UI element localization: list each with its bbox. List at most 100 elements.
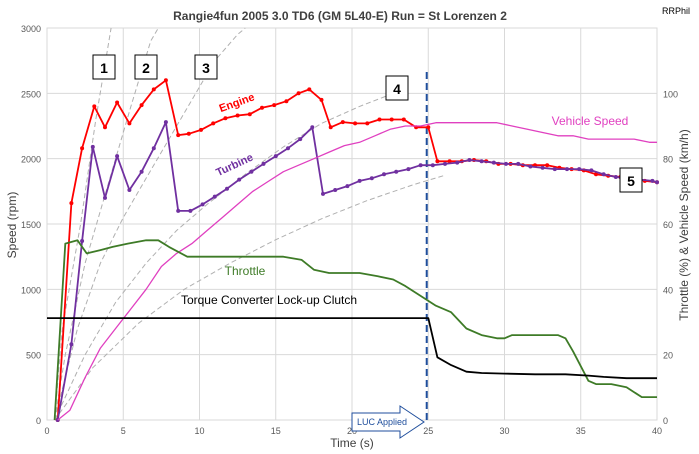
engine-point — [296, 91, 301, 96]
x-tick-label: 35 — [576, 426, 586, 436]
svg-text:5: 5 — [627, 173, 635, 189]
gear-label-1: 1 — [92, 54, 116, 80]
y-left-tick-label: 1000 — [21, 285, 41, 295]
turbine-point — [552, 167, 557, 172]
x-tick-label: 40 — [652, 426, 662, 436]
turbine-point — [369, 176, 374, 181]
turbine-point — [491, 160, 496, 165]
gear-label-4: 4 — [385, 75, 409, 101]
turbine-point — [357, 178, 362, 183]
engine-point — [151, 87, 156, 92]
turbine-point — [418, 163, 423, 168]
turbine-point — [115, 154, 120, 159]
turbine-point — [286, 146, 290, 151]
chart-author: RRPhil — [662, 6, 690, 16]
engine-point — [223, 116, 228, 121]
reference-curve — [54, 27, 246, 421]
x-tick-label: 25 — [423, 426, 433, 436]
engine-point — [211, 121, 216, 126]
turbine-point — [406, 167, 411, 172]
turbine-point — [650, 178, 655, 183]
y-right-tick-label: 20 — [663, 351, 673, 361]
turbine-point — [103, 195, 107, 200]
lockup-clutch-label: Torque Converter Lock-up Clutch — [181, 293, 357, 307]
engine-point — [103, 125, 107, 130]
series-group — [47, 78, 659, 422]
engine-point — [365, 121, 370, 126]
turbine-point — [333, 188, 338, 192]
turbine-point — [298, 137, 303, 142]
engine-point — [199, 127, 203, 132]
y-left-tick-label: 0 — [36, 416, 41, 426]
engine-point — [307, 87, 312, 92]
engine-point — [328, 125, 333, 130]
engine-point — [186, 131, 191, 136]
y-right-tick-label: 80 — [663, 155, 673, 165]
turbine-point — [69, 342, 74, 347]
reference-curve — [54, 175, 444, 421]
turbine-point — [310, 125, 315, 130]
vehicle-speed-line — [57, 122, 657, 421]
turbine-point — [540, 165, 545, 170]
engine-point — [69, 201, 74, 206]
turbine-point — [479, 159, 484, 164]
turbine-point — [394, 169, 399, 174]
turbine-point — [139, 169, 144, 174]
engine-point — [127, 121, 132, 126]
engine-point — [389, 117, 394, 122]
throttle-line — [53, 239, 657, 421]
engine-point — [92, 104, 97, 109]
engine-point — [435, 159, 440, 164]
y-axis-left-label: Speed (rpm) — [5, 192, 19, 259]
engine-point — [284, 99, 289, 104]
engine-point — [447, 159, 452, 164]
reference-curve — [54, 94, 391, 421]
y-axis-right-label: Throttle (%) & Vehicle Speed (km/h) — [677, 129, 691, 320]
turbine-point — [127, 188, 132, 192]
engine-point — [235, 113, 240, 118]
turbine-point — [176, 208, 181, 213]
engine-point — [594, 172, 598, 177]
gear-label-3: 3 — [194, 54, 218, 80]
turbine-point — [188, 208, 193, 213]
x-tick-label: 30 — [499, 426, 509, 436]
turbine-point — [237, 177, 242, 182]
turbine-point — [430, 163, 435, 168]
turbine-point — [504, 161, 508, 166]
turbine-point — [163, 120, 168, 125]
turbine-point — [261, 161, 266, 166]
turbine-point — [225, 186, 229, 191]
turbine-point — [382, 172, 386, 177]
engine-point — [176, 133, 181, 138]
gear-label-5: 5 — [619, 167, 643, 193]
throttle-series-label: Throttle — [225, 264, 266, 278]
turbine-point — [212, 194, 217, 199]
turbine-point — [273, 154, 278, 159]
x-tick-label: 10 — [194, 426, 204, 436]
turbine-point — [249, 169, 254, 174]
turbine-point — [565, 167, 569, 172]
y-right-tick-label: 60 — [663, 220, 673, 230]
y-left-tick-label: 2000 — [21, 155, 41, 165]
vehicle-speed-series-label: Vehicle Speed — [552, 114, 629, 128]
engine-point — [401, 117, 406, 122]
svg-text:4: 4 — [393, 81, 401, 97]
turbine-point — [90, 144, 95, 149]
turbine-point — [589, 168, 594, 173]
turbine-point — [467, 158, 472, 162]
luc-applied-arrow: LUC Applied — [351, 405, 425, 439]
x-tick-label: 5 — [121, 426, 126, 436]
y-right-tick-label: 40 — [663, 285, 673, 295]
y-right-tick-label: 100 — [663, 89, 678, 99]
y-left-tick-label: 500 — [26, 351, 41, 361]
engine-point — [247, 112, 252, 117]
turbine-point — [345, 184, 350, 189]
engine-point — [139, 103, 144, 108]
turbine-point — [455, 160, 460, 165]
turbine-point — [528, 164, 533, 169]
lockup-clutch-line — [47, 317, 657, 380]
turbine-point — [577, 167, 582, 172]
y-right-tick-label: 0 — [663, 416, 668, 426]
